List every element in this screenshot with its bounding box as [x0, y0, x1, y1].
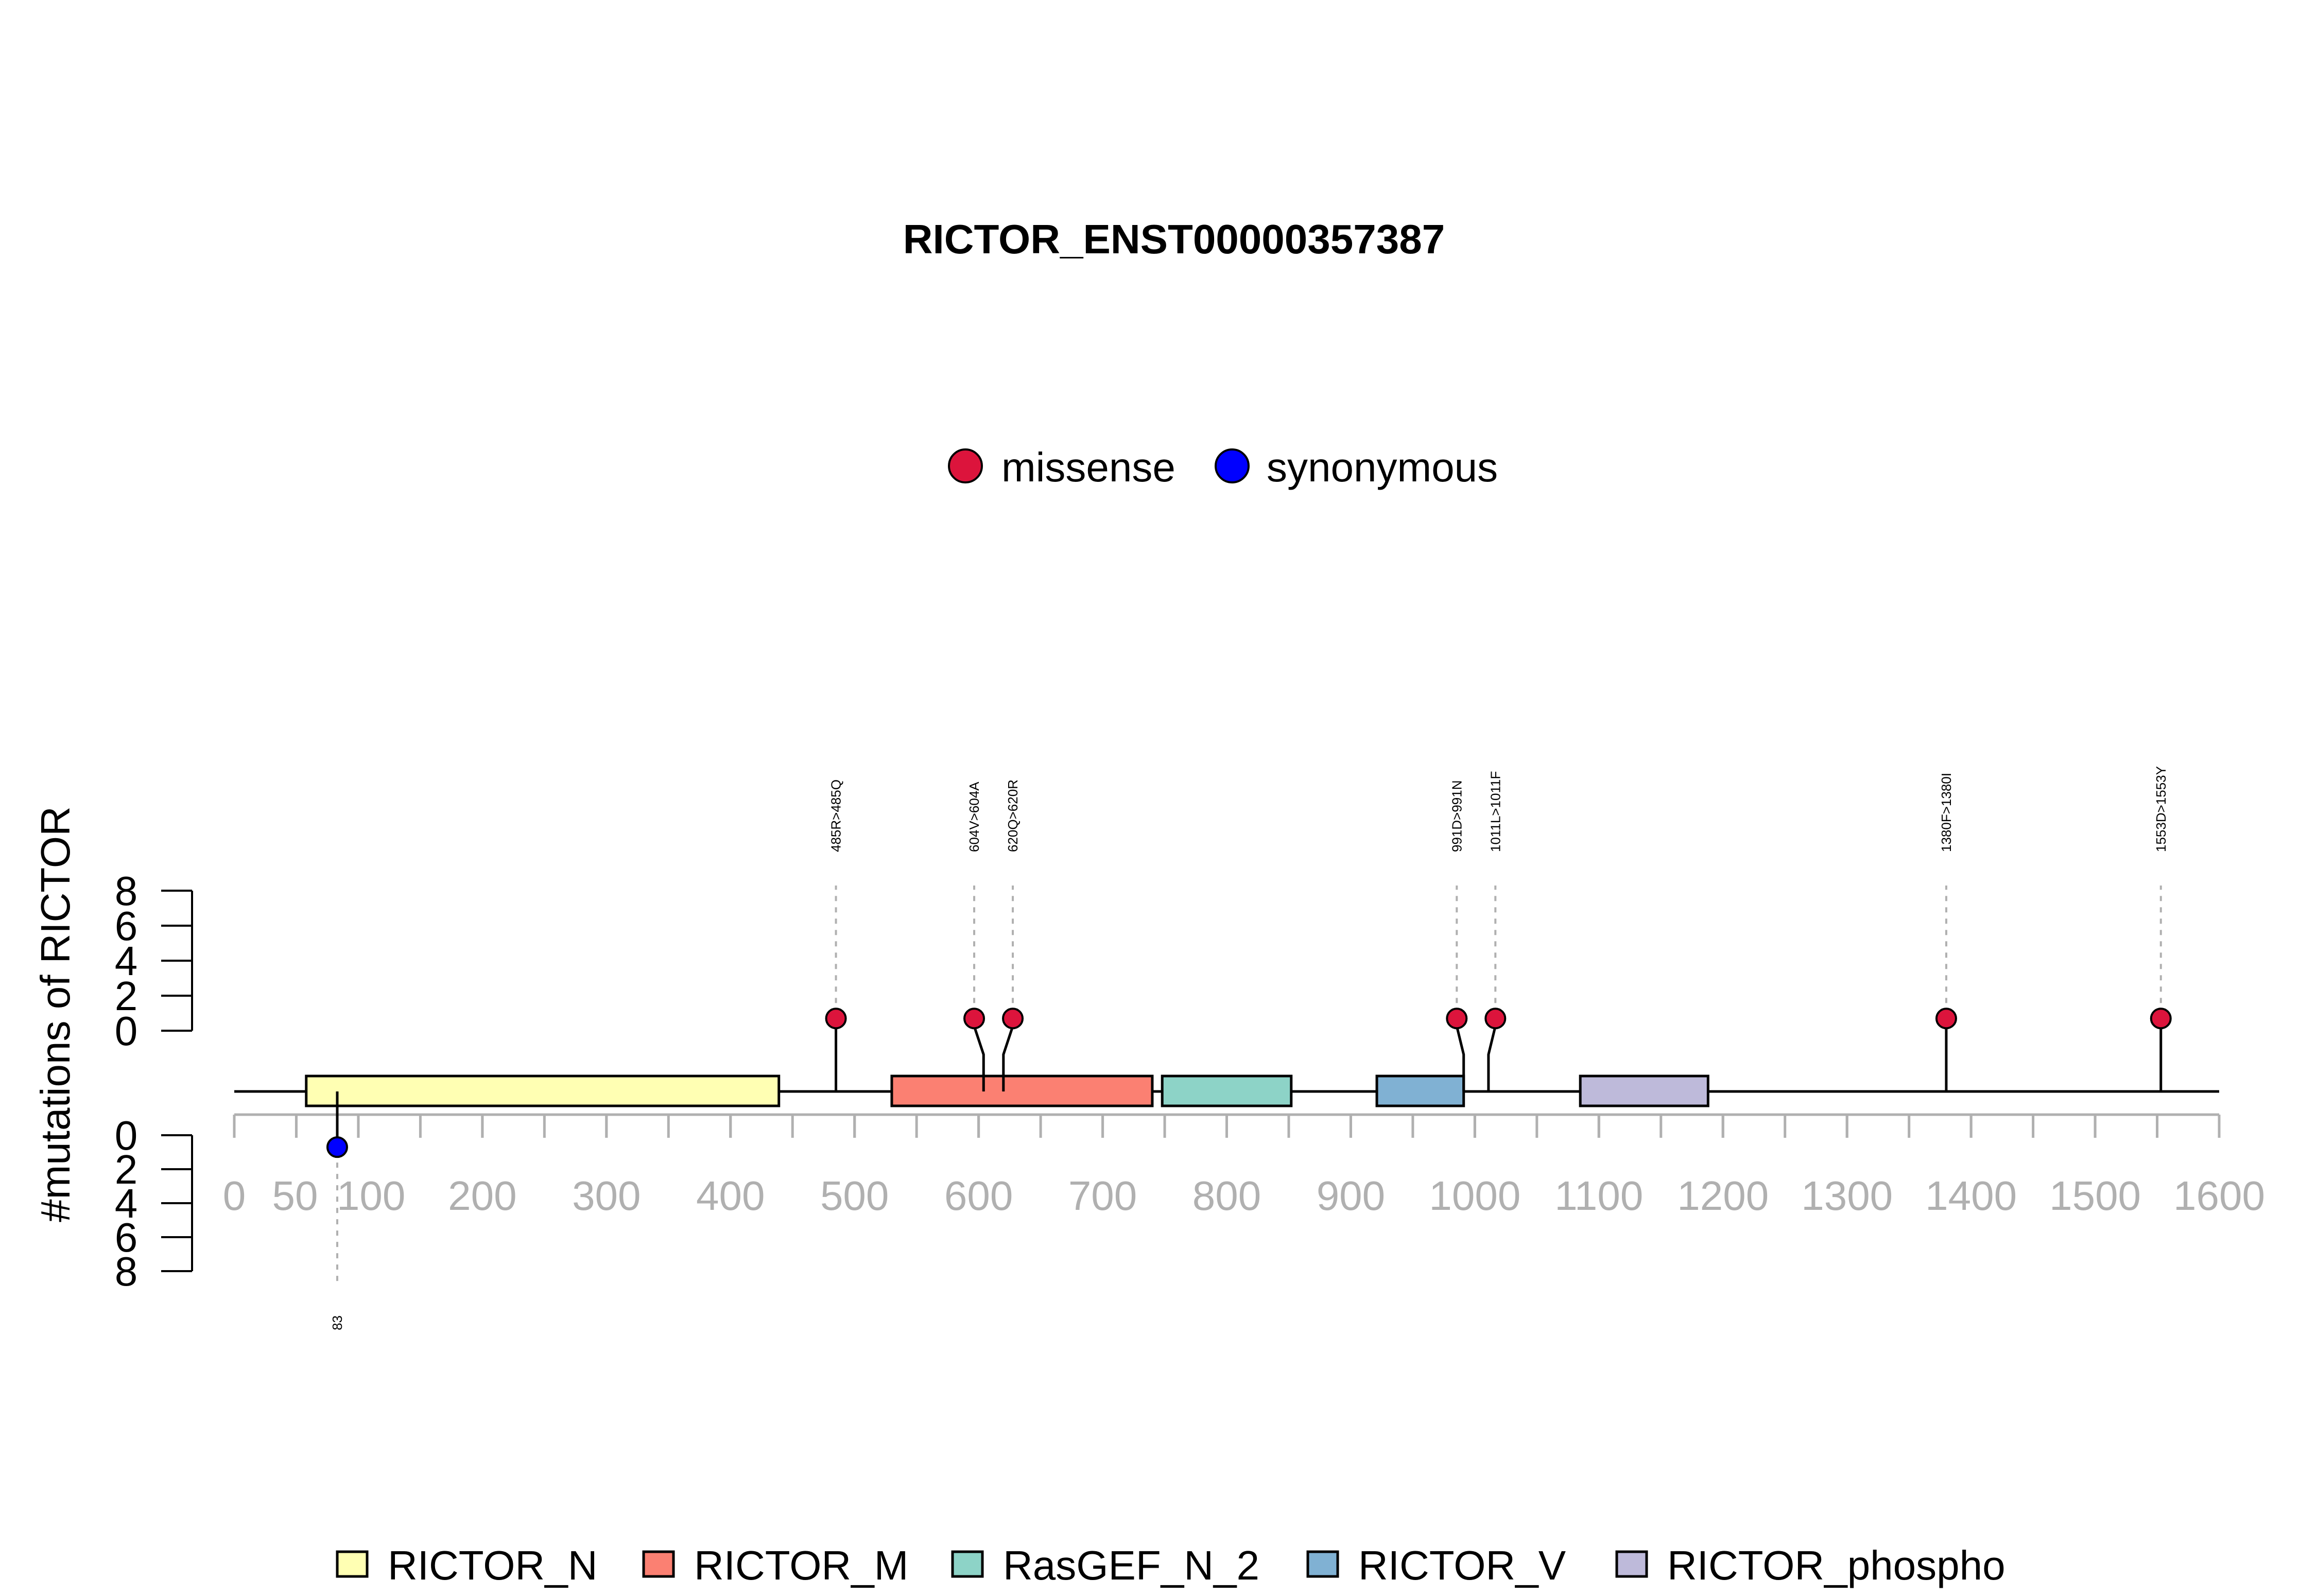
domain-RICTOR_M [890, 1074, 1154, 1107]
x-tick-label-900: 900 [1317, 1173, 1385, 1219]
x-tick-label-500: 500 [820, 1173, 889, 1219]
domain-legend: RICTOR_N RICTOR_M RasGEF_N_2 RICTOR_V RICTOR… [336, 1542, 2005, 1588]
x-tick-label-1500: 1500 [2049, 1173, 2141, 1219]
y-tick-label-top-4: 4 [115, 938, 138, 984]
y-tick-label-bottom-0: 0 [115, 1113, 138, 1158]
y-tick-label-bottom-8: 8 [115, 1248, 138, 1294]
y-tick-label-top-6: 6 [115, 903, 138, 949]
legend-key-missense [948, 448, 983, 483]
legend-label-missense: missense [1001, 444, 1175, 490]
x-tick-label-1100: 1100 [1554, 1173, 1643, 1219]
x-tick-label-1000: 1000 [1429, 1173, 1520, 1219]
lollipop-83: 83 [326, 1091, 348, 1330]
mutation-label: 604V>604A [966, 782, 982, 852]
mutation-label: 991D>991N [1449, 780, 1464, 853]
x-tick-label-100: 100 [337, 1173, 405, 1219]
lollipop-stem [1487, 1026, 1497, 1091]
lollipop-head-missense [1002, 1008, 1024, 1030]
x-tick-label-1600: 1600 [2173, 1173, 2265, 1219]
mutation-lollipops: 485R>485Q 604V>604A 620Q>620R 991D>991N 1011… [326, 766, 2172, 1330]
lollipop-1553D>1553Y: 1553D>1553Y [2150, 766, 2172, 1091]
x-tick-label-400: 400 [696, 1173, 765, 1219]
x-tick-label-1300: 1300 [1801, 1173, 1893, 1219]
lollipop-head-missense [1484, 1008, 1507, 1030]
lollipop-991D>991N: 991D>991N [1446, 780, 1468, 1091]
mutation-label: 83 [330, 1315, 345, 1330]
lollipop-1011L>1011F: 1011L>1011F [1484, 771, 1507, 1091]
x-tick-label-1400: 1400 [1925, 1173, 2017, 1219]
legend-label-RasGEF_N_2: RasGEF_N_2 [1003, 1542, 1259, 1588]
x-tick-label-800: 800 [1192, 1173, 1261, 1219]
x-tick-label-1200: 1200 [1677, 1173, 1769, 1219]
legend-key-RICTOR_M [642, 1550, 675, 1578]
lollipop-head-missense [1446, 1008, 1468, 1030]
lollipop-head-missense [825, 1008, 847, 1030]
legend-key-synonymous [1215, 448, 1250, 483]
legend-label-RICTOR_V: RICTOR_V [1358, 1542, 1566, 1588]
domain-RICTOR_phospho [1579, 1074, 1709, 1107]
y-axis-label: #mutations of RICTOR [32, 806, 78, 1222]
domain-RICTOR_V [1375, 1074, 1465, 1107]
lollipop-620Q>620R: 620Q>620R [1002, 779, 1024, 1091]
y-tick-label-top-8: 8 [115, 868, 138, 914]
x-tick-label-600: 600 [944, 1173, 1013, 1219]
legend-label-RICTOR_phospho: RICTOR_phospho [1667, 1542, 2005, 1588]
lollipop-stem [973, 1026, 985, 1091]
y-tick-label-bottom-6: 6 [115, 1215, 138, 1260]
chart-title: RICTOR_ENST00000357387 [903, 216, 1445, 262]
x-axis: 0 50 100 200 300 400 500 600 700 800 900 1000 1100 12… [223, 1113, 2265, 1219]
lollipop-stem [1455, 1026, 1465, 1091]
legend-label-RICTOR_M: RICTOR_M [694, 1542, 908, 1588]
legend-key-RasGEF_N_2 [951, 1550, 984, 1578]
x-tick-label-50: 50 [272, 1173, 318, 1219]
legend-key-RICTOR_N [336, 1550, 369, 1578]
x-tick-label-200: 200 [448, 1173, 516, 1219]
lollipop-head-synonymous [326, 1136, 348, 1158]
y-tick-label-top-0: 0 [115, 1008, 138, 1054]
lollipop-1380F>1380I: 1380F>1380I [1935, 773, 1957, 1091]
domain-RICTOR_N [305, 1074, 781, 1107]
domain-RasGEF_N_2 [1161, 1074, 1293, 1107]
x-tick-label-300: 300 [572, 1173, 641, 1219]
lollipop-604V>604A: 604V>604A [963, 782, 985, 1091]
mutation-label: 1011L>1011F [1488, 771, 1503, 852]
lollipop-head-missense [2150, 1008, 2172, 1030]
protein-domains [305, 1074, 1709, 1107]
y-tick-label-bottom-4: 4 [115, 1181, 138, 1226]
lollipop-stem [1002, 1026, 1014, 1091]
mutation-label: 1553D>1553Y [2153, 766, 2169, 852]
legend-label-RICTOR_N: RICTOR_N [388, 1542, 597, 1588]
legend-key-RICTOR_V [1306, 1550, 1339, 1578]
mutation-label: 1380F>1380I [1939, 773, 1954, 852]
x-tick-label-700: 700 [1068, 1173, 1137, 1219]
mutation-label: 620Q>620R [1005, 779, 1021, 852]
y-tick-label-top-2: 2 [115, 973, 138, 1019]
y-tick-label-bottom-2: 2 [115, 1147, 138, 1192]
x-tick-label-0: 0 [223, 1173, 246, 1219]
legend-key-RICTOR_phospho [1615, 1550, 1648, 1578]
legend-label-synonymous: synonymous [1267, 444, 1498, 490]
mutation-label: 485R>485Q [828, 779, 844, 852]
lollipop-head-missense [963, 1008, 985, 1030]
lollipop-head-missense [1935, 1008, 1957, 1030]
lollipop-485R>485Q: 485R>485Q [825, 779, 847, 1091]
mutation-type-legend: missense synonymous [948, 444, 1498, 490]
